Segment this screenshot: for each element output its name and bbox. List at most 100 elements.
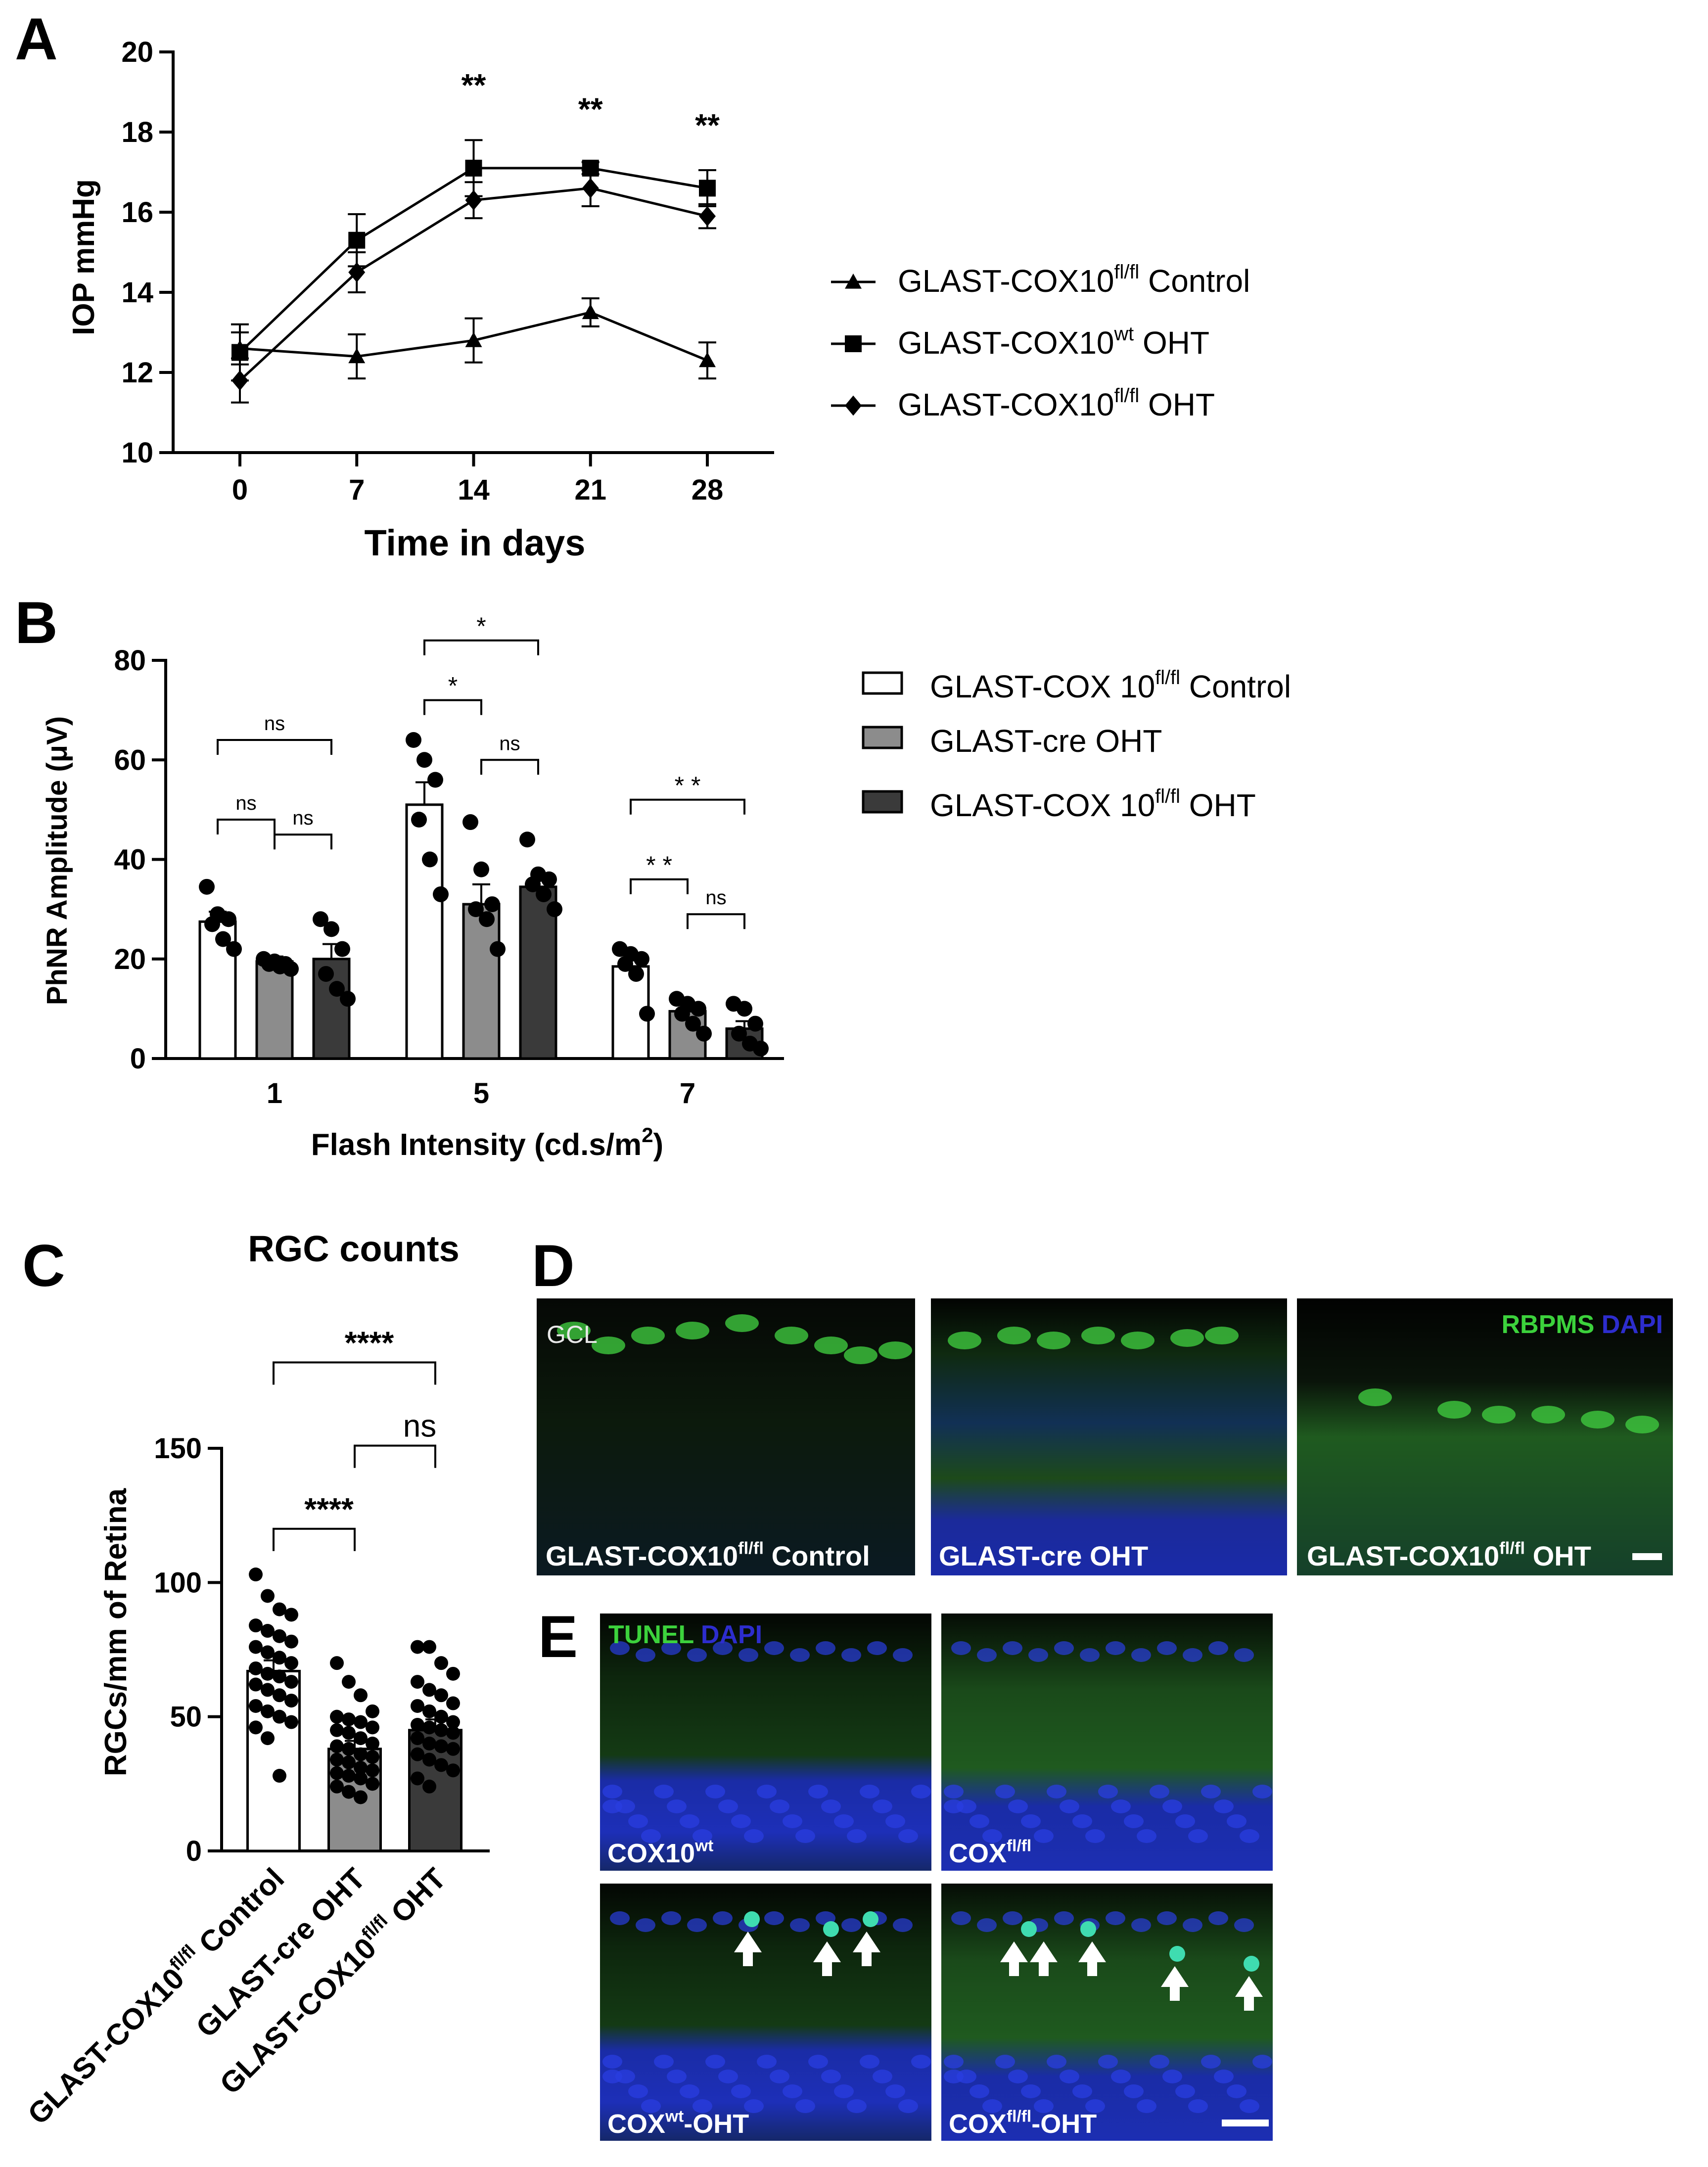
y-tick-label: 40 [114,844,146,876]
data-point [406,732,421,748]
data-point [284,1656,298,1670]
data-point [273,1769,286,1783]
data-point [547,901,562,918]
data-point [249,1568,263,1582]
dapi-nucleus [1098,1785,1118,1798]
data-point [261,1683,275,1697]
dapi-nucleus [1047,2055,1066,2069]
legend-label-base: GLAST-COX10 [898,325,1114,361]
dapi-nucleus [770,1799,789,1813]
data-point [434,1709,448,1724]
data-point [411,1640,424,1654]
data-point [342,1726,356,1740]
panel-c-title: RGC counts [248,1228,460,1269]
dapi-nucleus [1111,2070,1131,2083]
dapi-nucleus [834,2084,854,2098]
data-point [330,1752,344,1767]
legend-label-tail: Control [1180,669,1291,704]
dapi-nucleus [1175,2084,1195,2098]
data-point [342,1742,356,1756]
rbpms-cell [1437,1401,1471,1419]
image-label: COX10wt [607,1837,713,1868]
dapi-nucleus [1162,1799,1182,1813]
dapi-nucleus [951,1641,971,1655]
dapi-nucleus [944,2055,964,2069]
image-label: COXfl/fl-OHT [949,2107,1097,2139]
y-tick-label: 50 [170,1701,202,1733]
dapi-nucleus [1060,2070,1079,2083]
dapi-nucleus [867,1641,887,1655]
dapi-nucleus [1034,1829,1054,1843]
dapi-nucleus [783,1814,802,1828]
dapi-nucleus [705,1785,725,1798]
data-point [582,304,599,320]
data-point [446,1763,460,1778]
dapi-nucleus [661,1911,681,1925]
data-point [342,1785,356,1799]
x-tick-label: 5 [473,1077,489,1109]
data-point [261,1704,275,1718]
dapi-nucleus [731,2084,751,2098]
image-label: GLAST-COX10fl/fl OHT [1307,1539,1591,1571]
data-point [354,1790,368,1804]
dapi-nucleus [982,2099,1002,2113]
data-point [434,1656,448,1670]
data-point [446,1742,460,1756]
panel-b-plot: ns ns ns * ns * * * ns * * [198,612,769,1060]
legend-label: GLAST-COX 10fl/fl OHT [930,785,1256,823]
image-label-sup: fl/fl [1007,1837,1031,1855]
image-label: COXwt-OHT [607,2107,749,2139]
dapi-nucleus [1098,2055,1118,2069]
image-label-base: GLAST-COX10 [1307,1540,1499,1571]
data-point [284,1694,298,1708]
dapi-nucleus [602,2070,622,2083]
dapi-nucleus [1137,1829,1156,1843]
data-point [433,886,449,902]
data-point [541,871,557,887]
dapi-nucleus [602,2055,622,2069]
dapi-nucleus [1214,1799,1234,1813]
data-point [273,1602,286,1616]
dapi-nucleus [995,2055,1015,2069]
dapi-nucleus [1183,1918,1202,1932]
significance-annotation: ** [695,107,720,143]
dapi-nucleus [795,2099,815,2113]
y-tick-label: 18 [121,116,153,148]
data-point [261,1645,275,1660]
panel-c-letter: C [22,1233,65,1299]
legend-label: GLAST-COX 10fl/fl Control [930,667,1291,704]
y-tick-label: 10 [121,437,153,469]
dapi-nucleus [744,1829,764,1843]
dapi-nucleus [783,2084,802,2098]
panel-e-cells [602,1641,1272,2113]
panel-d-image-labels: GLAST-COX10fl/fl Control GLAST-cre OHT GLA… [546,1539,1591,1571]
data-point [465,159,482,177]
panel-a-axes: 10 12 14 16 18 20 0 7 14 21 28 [121,36,774,506]
data-point [473,861,489,877]
data-point [422,1736,436,1751]
dapi-nucleus [636,1918,655,1932]
dapi-nucleus [847,1829,867,1843]
dapi-nucleus [680,1814,699,1828]
significance-label: * [448,672,458,700]
data-point [342,1675,356,1689]
rbpms-cell [1205,1327,1239,1344]
dapi-nucleus [680,2084,699,2098]
panel-d-cells [557,1314,1659,1433]
dapi-nucleus [821,1799,841,1813]
image-label: COXfl/fl [949,1837,1031,1868]
dapi-nucleus [873,1799,892,1813]
data-point [249,1640,263,1654]
data-point [434,1688,448,1703]
significance-bracket [217,739,332,755]
data-point [685,1015,701,1032]
data-point [318,966,334,982]
data-point [422,1720,436,1735]
legend-marker [845,274,862,289]
dapi-nucleus [687,1918,707,1932]
data-point [446,1696,460,1710]
data-point [226,941,242,957]
data-point [284,1675,298,1689]
